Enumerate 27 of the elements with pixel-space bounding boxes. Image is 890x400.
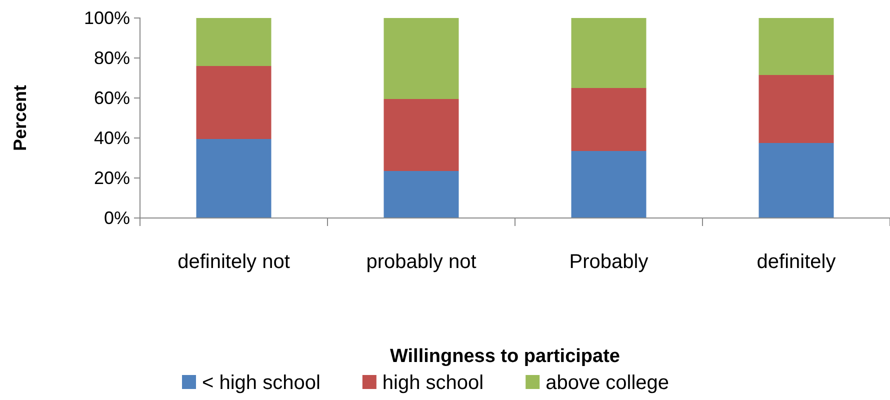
legend-label: above college [546,372,670,394]
bar [758,75,834,143]
y-tick-label: 100% [84,8,130,28]
legend-label: < high school [202,372,320,394]
x-tick-label: probably not [366,251,477,273]
bar [196,18,272,66]
legend-label: high school [382,372,484,394]
bar [571,151,646,218]
x-tick-label: definitely [756,251,836,273]
y-tick-label: 60% [94,88,130,108]
x-tick-label: Probably [569,251,648,273]
y-tick-label: 40% [94,128,130,148]
bar [196,139,272,218]
bar [384,18,459,99]
y-tick-label: 20% [94,168,130,188]
bar [384,99,459,171]
bar [196,66,272,139]
bar [758,143,834,218]
bar [758,18,834,75]
y-tick-label: 80% [94,48,130,68]
y-tick-label: 0% [104,208,130,228]
x-tick-label: definitely not [178,251,290,273]
x-axis-title: Willingness to participate [390,346,620,367]
bar [571,18,646,88]
y-axis-title: Percent [10,84,30,152]
bar [384,171,459,218]
bar [571,88,646,151]
